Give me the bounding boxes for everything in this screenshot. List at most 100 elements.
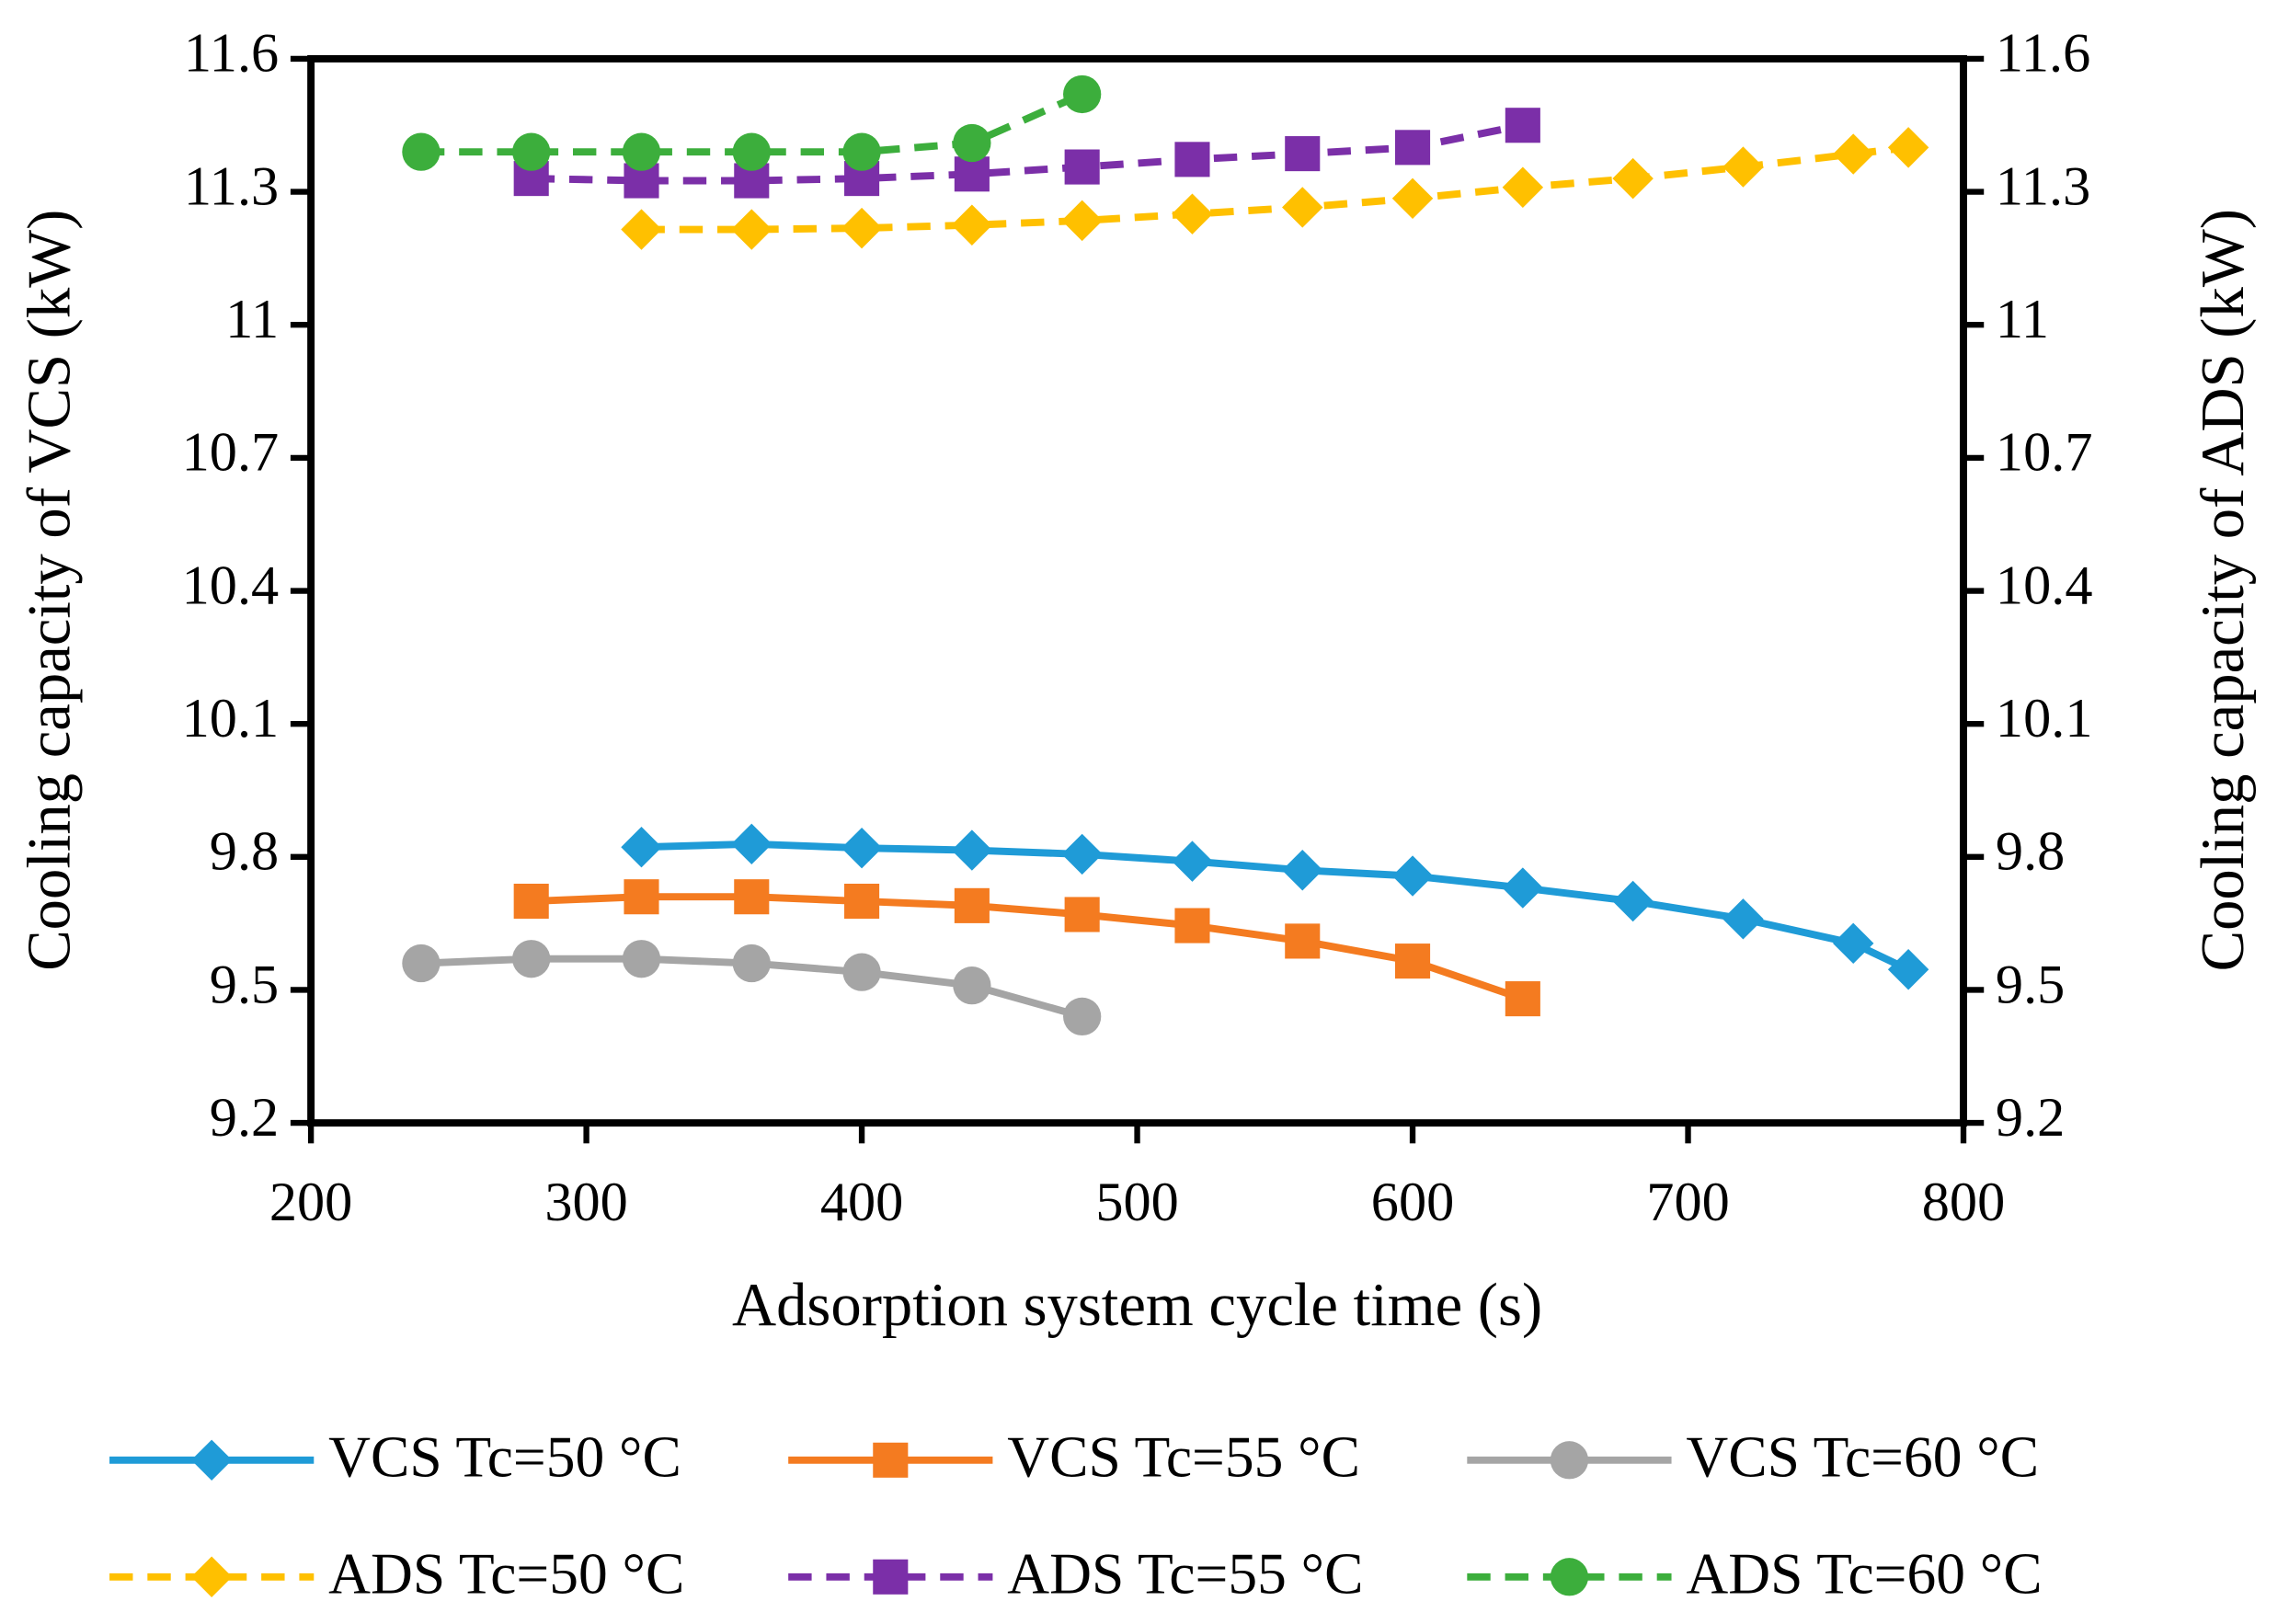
marker <box>621 209 662 250</box>
legend-marker <box>1550 1558 1589 1596</box>
series <box>402 940 1102 1036</box>
marker <box>1722 898 1764 940</box>
legend-marker <box>190 1556 233 1598</box>
marker <box>1505 981 1540 1017</box>
series-line <box>641 840 1910 973</box>
marker <box>1887 127 1929 168</box>
marker <box>1064 149 1100 185</box>
legend-label: ADS Tc=55 °C <box>1007 1541 1363 1607</box>
marker <box>402 944 441 983</box>
marker <box>953 123 991 163</box>
marker <box>1612 157 1654 200</box>
marker <box>953 966 991 1005</box>
marker <box>951 829 993 871</box>
marker <box>1394 944 1431 979</box>
marker <box>844 883 880 920</box>
series-line <box>641 143 1909 234</box>
y2-tick-label: 11 <box>1996 289 2049 350</box>
legend-marker <box>190 1439 233 1481</box>
marker <box>1391 855 1434 897</box>
marker <box>1285 136 1321 172</box>
y-tick-label: 11 <box>225 289 279 350</box>
marker <box>954 887 990 923</box>
series <box>513 879 1540 1017</box>
x-tick-label: 500 <box>1095 1172 1178 1233</box>
marker <box>1282 187 1323 228</box>
marker <box>842 953 881 991</box>
series <box>513 108 1540 199</box>
x-tick-label: 800 <box>1922 1172 2005 1233</box>
legend-label: VCS Tc=60 °C <box>1686 1424 2039 1490</box>
legend-item: VCS Tc=55 °C <box>788 1424 1360 1490</box>
marker <box>1285 923 1321 959</box>
marker <box>954 156 990 192</box>
y2-tick-label: 10.1 <box>1996 688 2093 749</box>
y-tick-label: 10.7 <box>182 422 280 484</box>
legend-label: VCS Tc=55 °C <box>1007 1424 1360 1490</box>
marker <box>513 883 549 920</box>
marker <box>1172 841 1213 882</box>
legend-marker <box>1550 1441 1589 1480</box>
y-tick-label: 10.4 <box>182 555 280 616</box>
series <box>402 74 1102 171</box>
series <box>621 127 1929 250</box>
legend-label: ADS Tc=50 °C <box>328 1541 684 1607</box>
marker <box>841 207 883 249</box>
y-tick-label: 9.8 <box>210 821 279 883</box>
y-tick-label: 11.3 <box>184 155 279 217</box>
y-tick-label: 11.6 <box>184 23 279 85</box>
plot-frame <box>307 54 1967 1127</box>
marker <box>734 879 770 915</box>
marker <box>841 827 883 869</box>
legend-item: ADS Tc=55 °C <box>788 1541 1363 1607</box>
marker <box>842 132 881 171</box>
marker <box>1394 130 1431 166</box>
marker <box>1722 146 1764 188</box>
marker <box>1502 867 1544 909</box>
marker <box>624 879 659 915</box>
y2-tick-label: 9.8 <box>1996 821 2065 883</box>
y-tick-label: 10.1 <box>182 688 280 749</box>
marker <box>731 209 773 250</box>
series-line <box>531 121 1524 185</box>
marker <box>622 940 661 978</box>
legend-item: VCS Tc=60 °C <box>1467 1424 2039 1490</box>
legend-label: VCS Tc=50 °C <box>328 1424 681 1490</box>
marker <box>1174 142 1210 177</box>
marker <box>402 132 441 171</box>
x-tick-label: 600 <box>1371 1172 1454 1233</box>
marker <box>1061 200 1103 242</box>
y2-axis-title: Cooling capacity of ADS (kW) <box>2190 209 2257 971</box>
legend-item: ADS Tc=60 °C <box>1467 1541 2043 1607</box>
marker <box>512 940 551 978</box>
marker <box>621 826 662 868</box>
x-tick-label: 300 <box>544 1172 627 1233</box>
marker <box>1063 997 1102 1036</box>
marker <box>732 132 771 171</box>
x-tick-label: 200 <box>269 1172 352 1233</box>
marker <box>1391 177 1434 220</box>
legend-item: ADS Tc=50 °C <box>109 1541 684 1607</box>
marker <box>1282 850 1323 891</box>
marker <box>1174 908 1210 944</box>
y2-tick-label: 9.5 <box>1996 954 2065 1015</box>
marker <box>951 204 993 246</box>
y2-tick-label: 10.4 <box>1996 555 2093 616</box>
y2-tick-label: 11.3 <box>1996 155 2090 217</box>
marker <box>512 132 551 171</box>
marker <box>1064 897 1100 932</box>
marker <box>1505 108 1540 143</box>
legend-label: ADS Tc=60 °C <box>1686 1541 2042 1607</box>
marker <box>1172 193 1213 234</box>
y-tick-label: 9.5 <box>210 954 279 1015</box>
legend-item: VCS Tc=50 °C <box>109 1424 681 1490</box>
marker <box>1832 922 1874 965</box>
marker <box>1832 133 1874 175</box>
y-tick-label: 9.2 <box>210 1087 279 1149</box>
legend-marker <box>873 1442 909 1478</box>
marker <box>731 823 773 865</box>
y2-tick-label: 10.7 <box>1996 422 2093 484</box>
marker <box>1063 74 1102 114</box>
marker <box>1612 880 1654 922</box>
